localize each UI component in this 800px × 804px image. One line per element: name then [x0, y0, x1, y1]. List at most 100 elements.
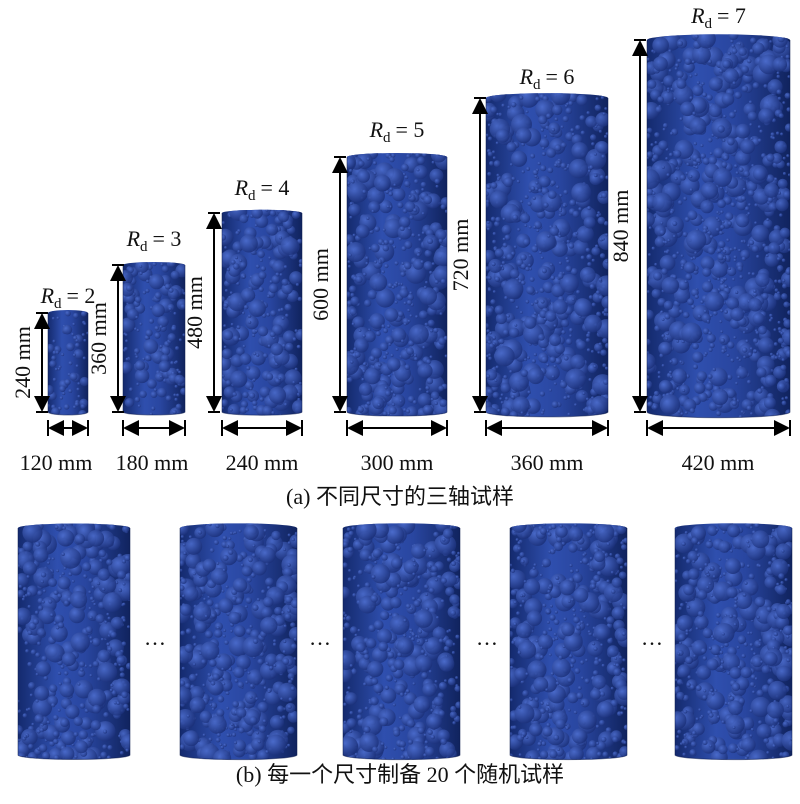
particle [358, 329, 361, 332]
particle [782, 358, 785, 361]
particle [371, 564, 391, 584]
particle [521, 560, 525, 564]
particle [489, 161, 494, 166]
particle [561, 125, 564, 128]
particle [400, 226, 405, 231]
particle [367, 157, 370, 160]
particle [154, 326, 159, 331]
particle [251, 738, 264, 751]
particle [670, 132, 673, 135]
particle [138, 404, 141, 407]
particle [516, 611, 520, 615]
particle [782, 279, 785, 282]
particle [189, 535, 192, 538]
particle [393, 245, 396, 248]
particle [270, 310, 276, 316]
particle [285, 613, 292, 620]
particle [202, 684, 205, 687]
particle [228, 612, 240, 624]
particle [542, 268, 547, 273]
particle [516, 622, 532, 638]
particle [719, 567, 722, 570]
particle [661, 334, 665, 338]
particle [135, 355, 138, 358]
particle [747, 59, 752, 64]
particle [224, 246, 227, 249]
particle [387, 324, 390, 327]
value: = 3 [153, 226, 182, 251]
particle [654, 263, 657, 266]
particle [223, 635, 226, 638]
particle [349, 169, 353, 173]
particle [256, 353, 259, 356]
particle [753, 313, 765, 325]
particle [423, 195, 432, 204]
particle [536, 168, 539, 171]
particle [236, 708, 246, 718]
particle [690, 188, 693, 191]
particle [748, 111, 758, 121]
particle [678, 200, 683, 205]
particle [448, 678, 456, 686]
particle [541, 356, 548, 363]
particle [294, 638, 297, 641]
particle [23, 595, 26, 598]
particle [288, 534, 291, 537]
particle [534, 300, 538, 304]
particle [347, 527, 351, 531]
particle [557, 161, 561, 165]
particle [580, 267, 596, 283]
particle [728, 267, 731, 270]
particle [593, 365, 596, 368]
particle [535, 182, 538, 185]
particle [735, 382, 738, 385]
particle [27, 575, 30, 578]
particle [110, 632, 116, 638]
particle [284, 265, 287, 268]
particle [620, 603, 623, 606]
particle [111, 617, 124, 630]
particle [357, 629, 360, 632]
particle [786, 45, 789, 48]
particle [694, 295, 698, 299]
particle [53, 739, 58, 744]
particle [513, 622, 517, 626]
particle [486, 329, 489, 332]
particle [397, 584, 401, 588]
particle [494, 379, 497, 382]
particle [139, 323, 142, 326]
particle [499, 338, 505, 344]
particle [487, 172, 491, 176]
particle [154, 388, 157, 391]
particle [241, 564, 244, 567]
particle [729, 112, 736, 119]
particle [242, 312, 245, 315]
particle [741, 65, 749, 73]
particle [72, 323, 75, 326]
particle [361, 378, 364, 381]
particle [554, 144, 561, 151]
particle [374, 561, 377, 564]
particle [733, 259, 736, 262]
particle [362, 370, 365, 373]
particle [571, 142, 588, 159]
particle [60, 665, 64, 669]
particle [60, 683, 75, 698]
particle [252, 561, 266, 575]
particle [56, 569, 59, 572]
particle [185, 683, 191, 689]
particle [709, 77, 723, 91]
particle [538, 334, 545, 341]
particle [573, 614, 576, 617]
particle [366, 217, 369, 220]
particle [102, 592, 122, 612]
particle [224, 346, 227, 349]
particle [149, 274, 164, 289]
particle [195, 621, 207, 633]
particle [235, 231, 239, 235]
particle [780, 132, 783, 135]
particle [619, 746, 630, 757]
particle [425, 386, 430, 391]
particle [576, 692, 583, 699]
subscript: d [54, 296, 62, 312]
